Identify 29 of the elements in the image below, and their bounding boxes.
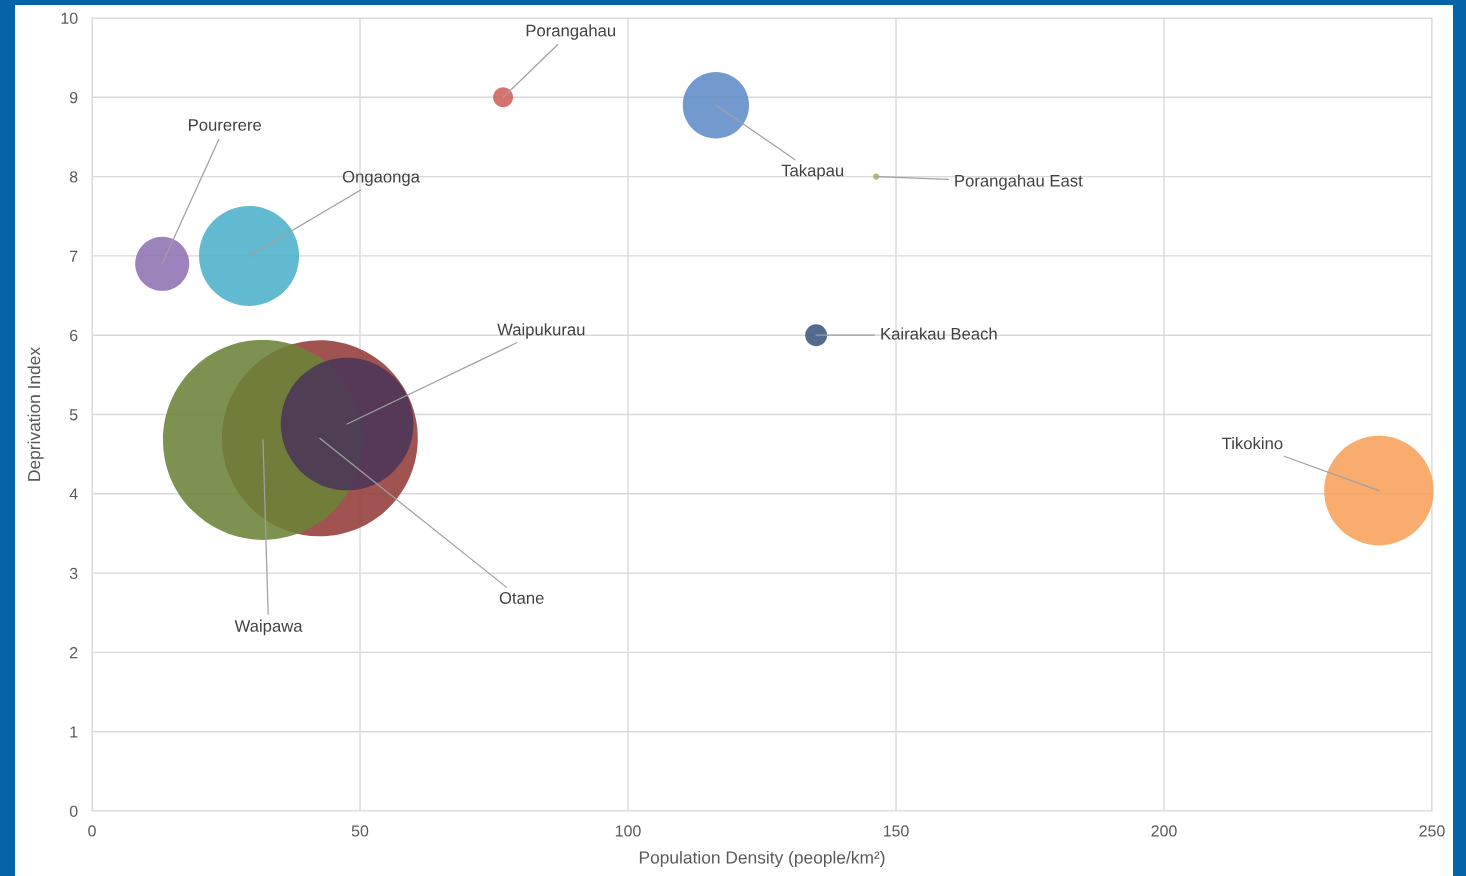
y-tick-label: 5 — [69, 409, 78, 421]
text: Takapau — [781, 164, 844, 180]
text: Pourerere — [189, 119, 262, 131]
y-tick-label: 6 — [70, 329, 78, 342]
y-tick-label: 2 — [70, 647, 78, 659]
y-tick-label: 8 — [69, 171, 78, 183]
x-tick-label: 250 — [1419, 825, 1445, 837]
text: Kairakau Beach — [881, 327, 997, 340]
y-tick-label: 1 — [70, 726, 78, 738]
x-axis-title: Population Density (people/km²) — [639, 850, 885, 868]
text: Porangahau East — [955, 174, 1083, 190]
x-tick-label: 100 — [615, 825, 641, 837]
text: Ongaonga — [342, 170, 420, 186]
y-tick-label: 3 — [69, 567, 78, 580]
y-axis-title: Deprivation Index — [27, 347, 44, 481]
x-tick-label: 0 — [88, 825, 96, 837]
text: Tikokino — [1222, 437, 1283, 450]
y-tick-label: 7 — [70, 250, 78, 262]
text: Porangahau — [526, 24, 616, 40]
text: Otane — [499, 592, 544, 604]
x-tick-label: 50 — [351, 825, 369, 837]
y-tick-label: 4 — [69, 488, 78, 500]
y-tick-label: 9 — [69, 91, 78, 104]
text: Waipukurau — [497, 323, 585, 339]
x-tick-label: 150 — [883, 825, 909, 837]
y-tick-label: 10 — [61, 12, 78, 24]
x-tick-label: 200 — [1151, 825, 1177, 837]
y-tick-label: 0 — [69, 805, 78, 817]
text: Waipawa — [234, 619, 303, 636]
